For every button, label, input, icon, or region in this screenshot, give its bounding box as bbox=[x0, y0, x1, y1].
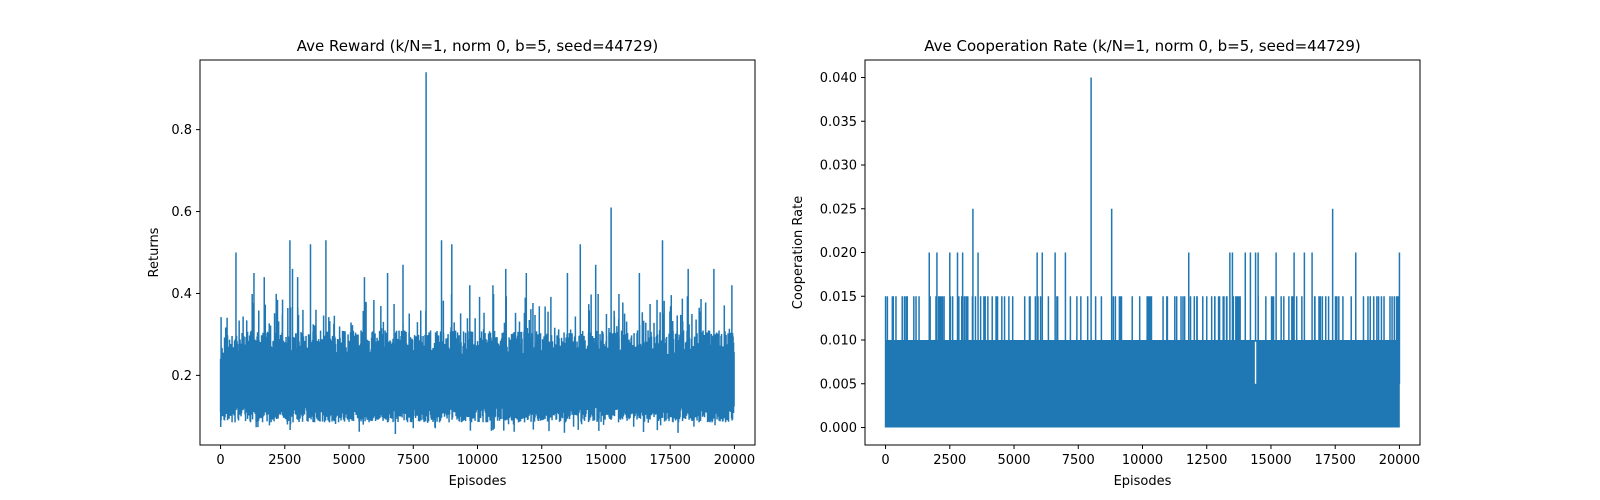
reward-y-axis-label: Returns bbox=[147, 227, 162, 277]
y-tick-label: 0.015 bbox=[820, 290, 857, 305]
x-tick-label: 2500 bbox=[268, 453, 301, 468]
y-tick-label: 0.010 bbox=[820, 334, 857, 349]
y-tick-label: 0.025 bbox=[820, 202, 857, 217]
cooperation-y-axis-label: Cooperation Rate bbox=[791, 196, 806, 309]
reward-x-axis-label: Episodes bbox=[449, 474, 507, 489]
x-tick-label: 17500 bbox=[650, 453, 691, 468]
cooperation-chart-title: Ave Cooperation Rate (k/N=1, norm 0, b=5… bbox=[924, 37, 1360, 55]
x-tick-label: 20000 bbox=[1379, 453, 1420, 468]
y-tick-label: 0.020 bbox=[820, 246, 857, 261]
cooperation-y-ticks: 0.000 0.005 0.010 0.015 0.020 0.025 0.030 0.035… bbox=[820, 71, 865, 436]
y-tick-label: 0.000 bbox=[820, 421, 857, 436]
y-tick-label: 0.6 bbox=[171, 205, 192, 220]
x-tick-label: 15000 bbox=[585, 453, 626, 468]
y-tick-label: 0.2 bbox=[171, 369, 192, 384]
x-tick-label: 12500 bbox=[521, 453, 562, 468]
x-tick-label: 0 bbox=[216, 453, 224, 468]
reward-series-line bbox=[219, 72, 735, 435]
x-tick-label: 10000 bbox=[457, 453, 498, 468]
x-tick-label: 17500 bbox=[1315, 453, 1356, 468]
cooperation-series-line bbox=[884, 77, 1401, 428]
reward-chart: 0 2500 5000 7500 10000 12500 15000 17500 20000 0… bbox=[147, 37, 756, 489]
x-tick-label: 10000 bbox=[1122, 453, 1163, 468]
y-tick-label: 0.005 bbox=[820, 377, 857, 392]
x-tick-label: 5000 bbox=[997, 453, 1030, 468]
reward-line bbox=[219, 72, 735, 435]
reward-x-ticks: 0 2500 5000 7500 10000 12500 15000 17500 20000 bbox=[216, 445, 755, 468]
x-tick-label: 7500 bbox=[397, 453, 430, 468]
reward-chart-title: Ave Reward (k/N=1, norm 0, b=5, seed=447… bbox=[297, 37, 659, 55]
x-tick-label: 15000 bbox=[1250, 453, 1291, 468]
y-tick-label: 0.030 bbox=[820, 159, 857, 174]
cooperation-line bbox=[884, 77, 1401, 428]
cooperation-chart: 0 2500 5000 7500 10000 12500 15000 17500 20000 0… bbox=[791, 37, 1421, 489]
y-tick-label: 0.035 bbox=[820, 115, 857, 130]
y-tick-label: 0.040 bbox=[820, 71, 857, 86]
x-tick-label: 20000 bbox=[714, 453, 755, 468]
reward-y-ticks: 0.2 0.4 0.6 0.8 bbox=[171, 123, 200, 384]
x-tick-label: 0 bbox=[881, 453, 889, 468]
x-tick-label: 5000 bbox=[332, 453, 365, 468]
y-tick-label: 0.4 bbox=[171, 287, 192, 302]
cooperation-x-axis-label: Episodes bbox=[1114, 474, 1172, 489]
x-tick-label: 2500 bbox=[933, 453, 966, 468]
x-tick-label: 12500 bbox=[1186, 453, 1227, 468]
x-tick-label: 7500 bbox=[1062, 453, 1095, 468]
y-tick-label: 0.8 bbox=[171, 123, 192, 138]
cooperation-x-ticks: 0 2500 5000 7500 10000 12500 15000 17500 20000 bbox=[881, 445, 1420, 468]
